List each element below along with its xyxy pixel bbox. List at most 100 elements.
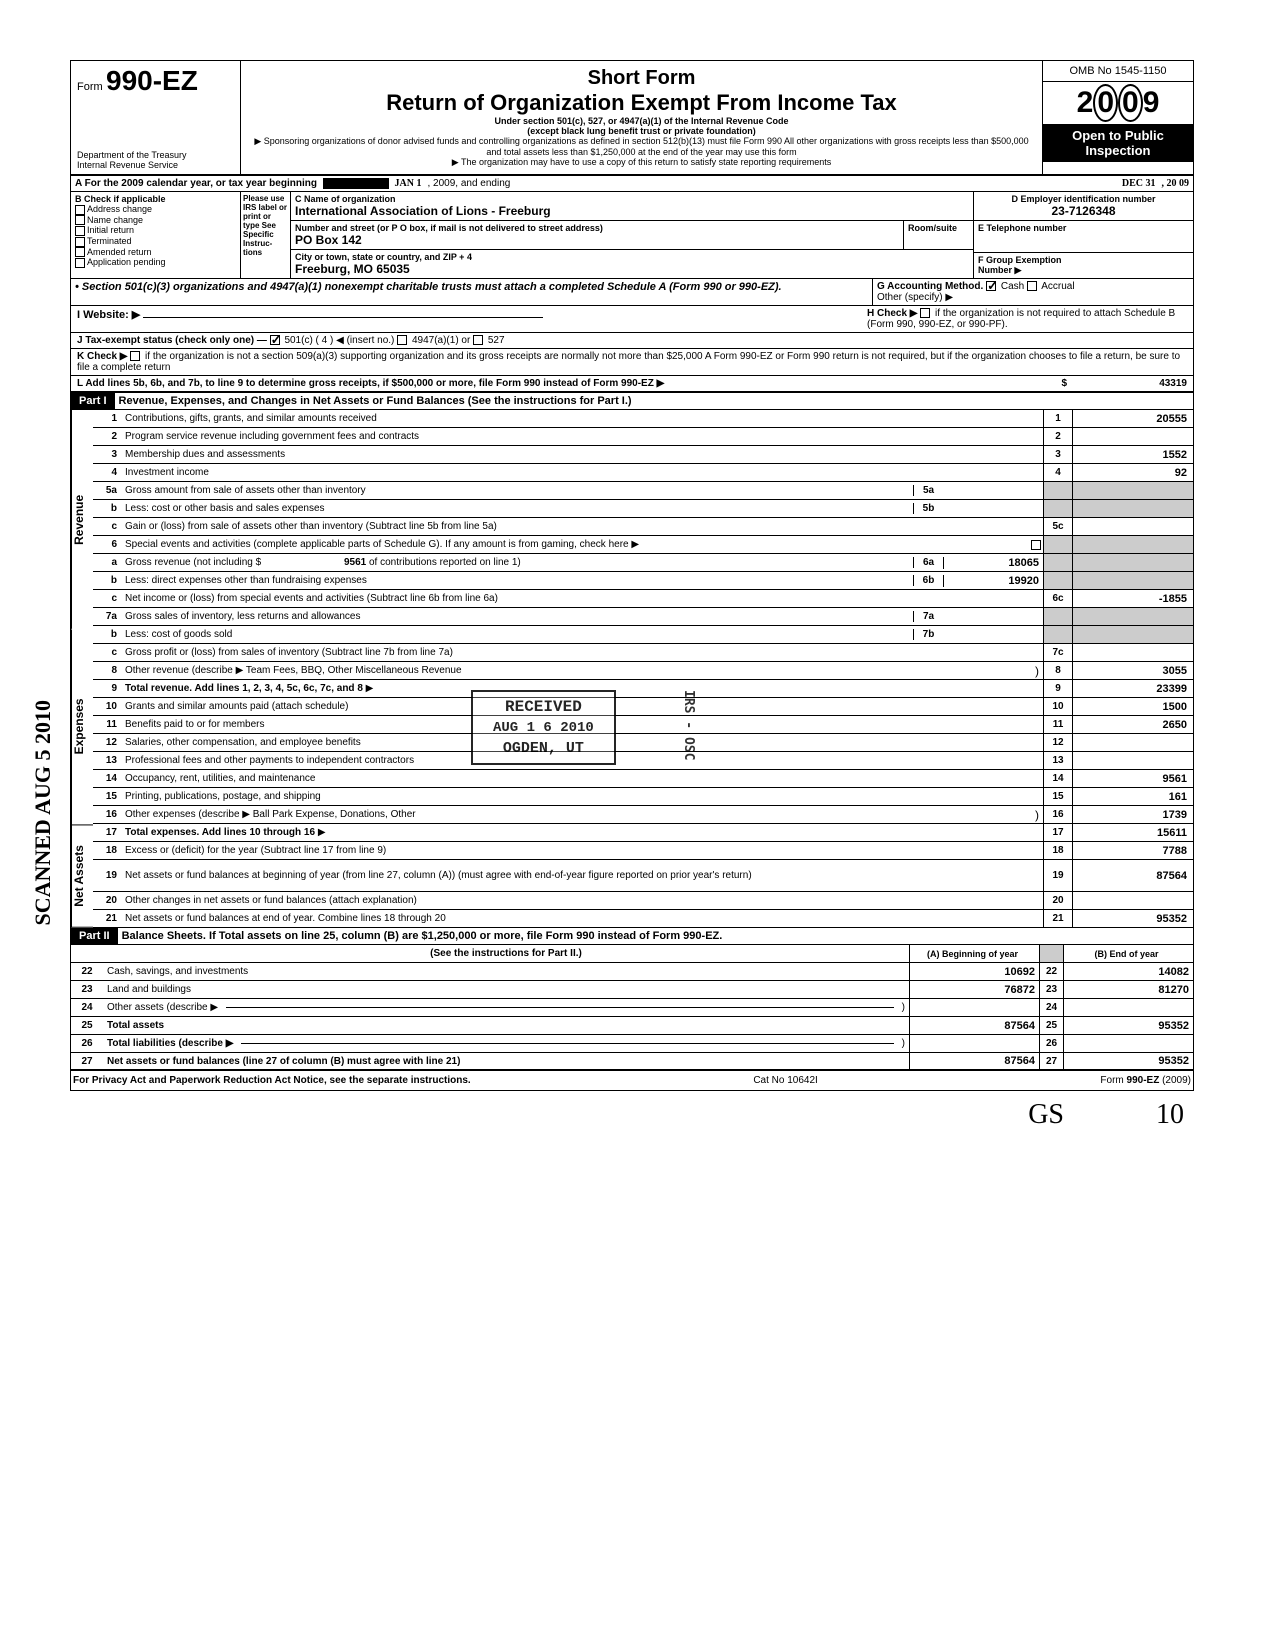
b-label: B Check if applicable: [75, 194, 236, 204]
line24-a: [909, 999, 1039, 1016]
line21-val: 95352: [1073, 910, 1193, 927]
row-a-label: A For the 2009 calendar year, or tax yea…: [75, 178, 317, 189]
col-c: C Name of organization International Ass…: [291, 192, 973, 278]
part1-label: Part I: [71, 393, 115, 409]
line3-val: 1552: [1073, 446, 1193, 463]
public-inspection: Open to Public Inspection: [1043, 124, 1193, 162]
subtitle-except: (except black lung benefit trust or priv…: [251, 126, 1032, 136]
check-amended[interactable]: [75, 247, 85, 257]
omb-number: OMB No 1545-1150: [1043, 61, 1193, 82]
section-501c3-note: • Section 501(c)(3) organizations and 49…: [71, 279, 873, 305]
section-b-through-f: B Check if applicable Address change Nam…: [71, 192, 1193, 279]
org-name: International Association of Lions - Fre…: [295, 204, 969, 218]
form-footer: For Privacy Act and Paperwork Reduction …: [71, 1071, 1193, 1090]
line14-val: 9561: [1073, 770, 1193, 787]
year-begin: JAN 1: [395, 178, 422, 189]
part2-col-headers: (See the instructions for Part II.) (A) …: [71, 945, 1193, 963]
dept-irs: Internal Revenue Service: [77, 160, 234, 170]
handwriting-initials: GS: [1028, 1099, 1064, 1131]
city-label: City or town, state or country, and ZIP …: [295, 252, 969, 262]
line27-b: 95352: [1063, 1053, 1193, 1069]
header-center: Short Form Return of Organization Exempt…: [241, 61, 1043, 174]
check-terminated[interactable]: [75, 237, 85, 247]
form-prefix: Form: [77, 81, 103, 93]
col-a-header: (A) Beginning of year: [909, 945, 1039, 962]
line16-val: 1739: [1073, 806, 1193, 823]
check-527[interactable]: [473, 335, 483, 345]
line18-val: 7788: [1073, 842, 1193, 859]
part1-body: Revenue Expenses Net Assets 1Contributio…: [71, 410, 1193, 928]
line6a-val: 18065: [943, 557, 1043, 569]
line22-a: 10692: [909, 963, 1039, 980]
footer-privacy: For Privacy Act and Paperwork Reduction …: [73, 1075, 471, 1086]
tax-year: 2009: [1043, 82, 1193, 124]
check-501c[interactable]: [270, 335, 280, 345]
h-label: H Check ▶: [867, 308, 917, 319]
row-k: K Check ▶ if the organization is not a s…: [71, 349, 1193, 376]
line7c-val: [1073, 644, 1193, 661]
check-pending[interactable]: [75, 258, 85, 268]
stamp-received: RECEIVED: [493, 698, 594, 716]
check-cash[interactable]: [986, 281, 996, 291]
line26-b: [1063, 1035, 1193, 1052]
subtitle-code: Under section 501(c), 527, or 4947(a)(1)…: [251, 116, 1032, 126]
row-j: J Tax-exempt status (check only one) — 5…: [71, 333, 1193, 349]
part1-header-row: Part I Revenue, Expenses, and Changes in…: [71, 393, 1193, 410]
i-label: I Website: ▶: [77, 309, 140, 321]
line22-b: 14082: [1063, 963, 1193, 980]
g-label: G Accounting Method.: [877, 281, 983, 292]
line25-b: 95352: [1063, 1017, 1193, 1034]
line4-val: 92: [1073, 464, 1193, 481]
scanned-stamp: SCANNED AUG 5 2010: [30, 700, 56, 926]
line6b-val: 19920: [943, 575, 1043, 587]
stamp-location: OGDEN, UT: [493, 740, 594, 757]
line20-val: [1073, 892, 1193, 909]
subtitle-sponsoring: ▶ Sponsoring organizations of donor advi…: [251, 136, 1032, 157]
part2-header-row: Part II Balance Sheets. If Total assets …: [71, 928, 1193, 945]
line25-a: 87564: [909, 1017, 1039, 1034]
line1-val: 20555: [1073, 410, 1193, 427]
line17-val: 15611: [1073, 824, 1193, 841]
check-4947[interactable]: [397, 335, 407, 345]
check-name[interactable]: [75, 215, 85, 225]
part2-label: Part II: [71, 928, 118, 944]
row-a-tax-year: A For the 2009 calendar year, or tax yea…: [71, 176, 1193, 192]
part1-title: Revenue, Expenses, and Changes in Net As…: [115, 393, 636, 409]
check-k[interactable]: [130, 351, 140, 361]
k-text: if the organization is not a section 509…: [77, 351, 1180, 373]
line6c-val: -1855: [1073, 590, 1193, 607]
title-return: Return of Organization Exempt From Incom…: [251, 90, 1032, 116]
stamp-irs-osc: IRS - OSC: [681, 690, 696, 760]
d-label: D Employer identification number: [978, 194, 1189, 204]
part2-title: Balance Sheets. If Total assets on line …: [118, 928, 727, 944]
stamp-date: AUG 1 6 2010: [493, 720, 594, 736]
line2-val: [1073, 428, 1193, 445]
side-expenses: Expenses: [71, 629, 93, 825]
header-left: Form 990-EZ Department of the Treasury I…: [71, 61, 241, 174]
form-990ez: Form 990-EZ Department of the Treasury I…: [70, 60, 1194, 1091]
check-schedule-b[interactable]: [920, 308, 930, 318]
handwriting-number: 10: [1156, 1099, 1184, 1131]
form-number: 990-EZ: [106, 65, 198, 96]
check-address[interactable]: [75, 205, 85, 215]
part2-instr: (See the instructions for Part II.): [103, 945, 909, 962]
row-gh: • Section 501(c)(3) organizations and 49…: [71, 279, 1193, 306]
line13-val: [1073, 752, 1193, 769]
check-initial[interactable]: [75, 226, 85, 236]
line23-a: 76872: [909, 981, 1039, 998]
line27-a: 87564: [909, 1053, 1039, 1069]
l-value: 43319: [1067, 378, 1187, 389]
street-label: Number and street (or P O box, if mail i…: [295, 223, 899, 233]
line24-b: [1063, 999, 1193, 1016]
subtitle-copy: ▶ The organization may have to use a cop…: [251, 157, 1032, 168]
check-gaming[interactable]: [1031, 540, 1041, 550]
check-accrual[interactable]: [1027, 281, 1037, 291]
footer-cat: Cat No 10642I: [753, 1075, 818, 1086]
year-end-yr: , 20 09: [1162, 178, 1190, 189]
g-other: Other (specify) ▶: [877, 292, 1189, 303]
line12-val: [1073, 734, 1193, 751]
col-b-checkboxes: B Check if applicable Address change Nam…: [71, 192, 241, 278]
c-label: C Name of organization: [295, 194, 969, 204]
l-label: L Add lines 5b, 6b, and 7b, to line 9 to…: [77, 378, 1061, 389]
side-netassets: Net Assets: [71, 825, 93, 928]
